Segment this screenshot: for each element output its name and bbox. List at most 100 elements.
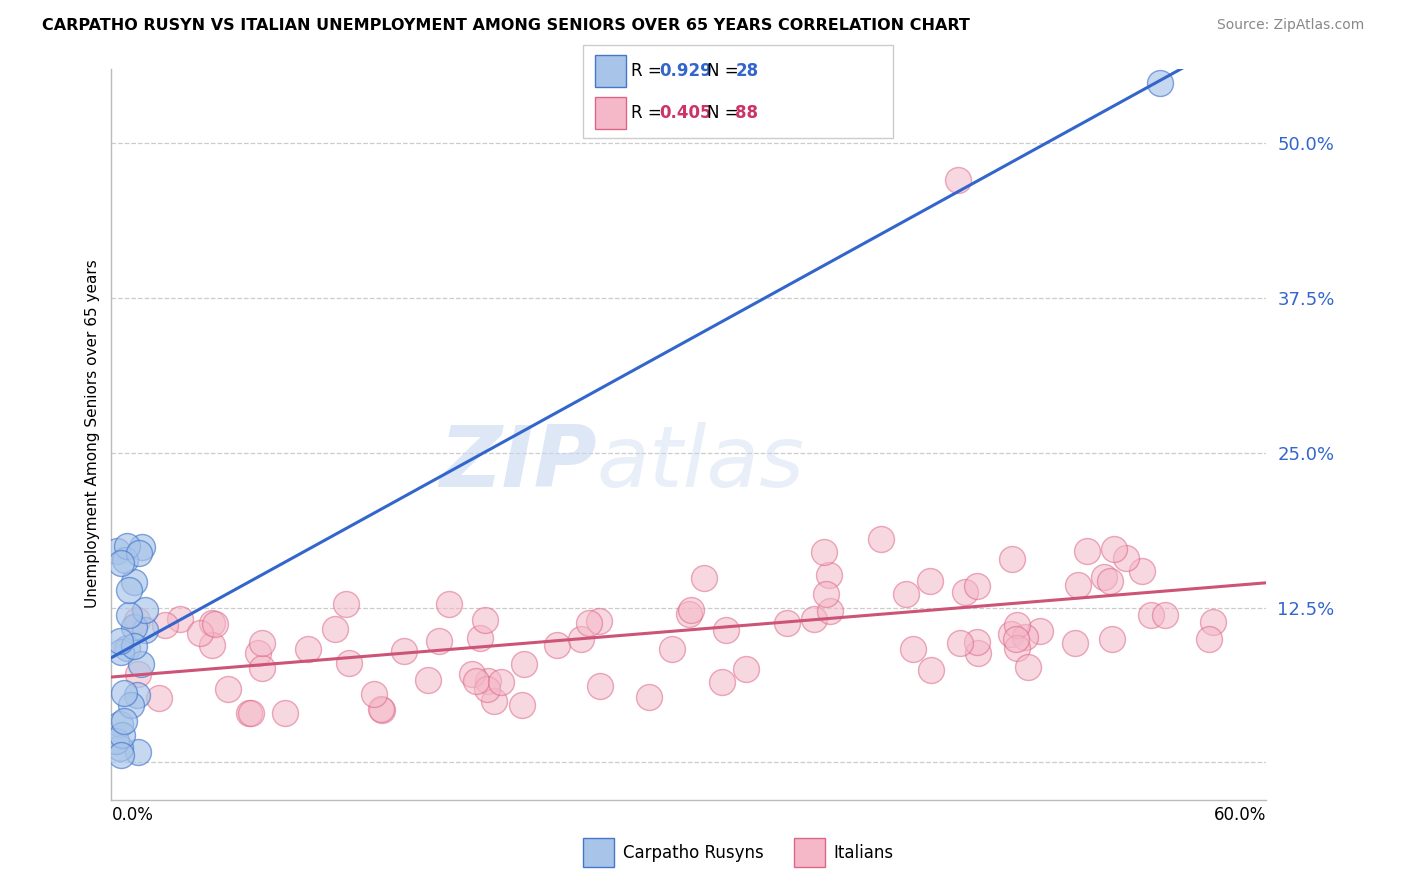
Point (1115, 550, 1137, 565)
Text: N =: N = (707, 104, 744, 122)
Point (122, 620, 145, 634)
Text: ZIP: ZIP (439, 422, 596, 505)
Point (201, 615, 224, 630)
Point (1098, 574, 1121, 588)
Point (966, 635, 988, 649)
Point (127, 666, 149, 681)
Point (104, 733, 127, 747)
Point (108, 741, 131, 756)
Point (894, 587, 917, 601)
Point (250, 661, 273, 675)
Point (125, 613, 148, 627)
Text: R =: R = (631, 62, 668, 80)
Point (1007, 617, 1029, 632)
Text: Source: ZipAtlas.com: Source: ZipAtlas.com (1216, 18, 1364, 32)
Point (489, 674, 512, 689)
Point (201, 638, 224, 652)
Point (678, 607, 700, 621)
Text: 28: 28 (735, 62, 758, 80)
Point (920, 574, 942, 588)
Point (1101, 632, 1123, 646)
Point (920, 663, 942, 677)
Point (1092, 570, 1115, 584)
Point (190, 626, 212, 640)
Point (967, 647, 990, 661)
Point (108, 717, 131, 731)
Point (1154, 608, 1177, 623)
Y-axis label: Unemployment Among Seniors over 65 years: Unemployment Among Seniors over 65 years (86, 260, 100, 608)
Point (1076, 544, 1098, 558)
Point (901, 641, 924, 656)
Point (1000, 627, 1022, 641)
Text: Italians: Italians (834, 844, 894, 862)
Point (735, 662, 758, 676)
Point (437, 597, 460, 611)
Point (1102, 541, 1125, 556)
Point (513, 657, 536, 671)
Point (948, 636, 970, 650)
Point (578, 616, 600, 631)
Point (569, 632, 592, 646)
Point (464, 674, 486, 689)
Point (1014, 631, 1036, 645)
Text: 60.0%: 60.0% (1213, 805, 1267, 824)
Point (128, 546, 150, 560)
Point (711, 675, 734, 690)
Point (1139, 607, 1161, 622)
Point (114, 552, 136, 566)
Point (370, 702, 392, 716)
Point (117, 607, 139, 622)
Point (131, 540, 153, 554)
Point (392, 643, 415, 657)
Point (1017, 659, 1039, 673)
Point (134, 603, 156, 617)
Point (204, 617, 226, 632)
Point (246, 646, 269, 660)
Text: R =: R = (631, 104, 668, 122)
Text: CARPATHO RUSYN VS ITALIAN UNEMPLOYMENT AMONG SENIORS OVER 65 YEARS CORRELATION C: CARPATHO RUSYN VS ITALIAN UNEMPLOYMENT A… (42, 18, 970, 33)
Point (1005, 632, 1028, 646)
Point (115, 539, 138, 553)
Point (122, 640, 145, 654)
Point (679, 602, 702, 616)
Point (427, 634, 450, 648)
Point (1001, 551, 1024, 566)
Point (110, 645, 132, 659)
Point (122, 575, 145, 590)
Point (813, 545, 835, 559)
Point (546, 638, 568, 652)
Text: Carpatho Rusyns: Carpatho Rusyns (623, 844, 763, 862)
Point (238, 706, 260, 720)
Text: 0.0%: 0.0% (111, 805, 153, 824)
Point (461, 667, 484, 681)
Point (110, 747, 132, 762)
Point (477, 674, 499, 689)
Point (134, 624, 156, 638)
Point (1198, 632, 1220, 646)
Text: N =: N = (707, 62, 744, 80)
Point (714, 623, 737, 637)
Text: atlas: atlas (596, 422, 804, 505)
Point (370, 703, 392, 717)
Point (955, 585, 977, 599)
Point (1130, 564, 1153, 578)
Point (1202, 615, 1225, 629)
Point (118, 582, 141, 597)
Point (870, 533, 893, 547)
Point (474, 613, 496, 627)
Point (814, 587, 837, 601)
Point (661, 642, 683, 657)
Point (217, 682, 239, 697)
Point (803, 612, 825, 626)
Point (105, 544, 128, 558)
Point (818, 603, 841, 617)
Point (325, 622, 347, 636)
Point (1149, 76, 1171, 90)
Point (153, 617, 176, 632)
Point (297, 642, 319, 657)
Point (115, 640, 138, 655)
Point (240, 706, 263, 720)
Point (127, 745, 149, 759)
Point (468, 631, 491, 645)
Point (775, 616, 797, 631)
